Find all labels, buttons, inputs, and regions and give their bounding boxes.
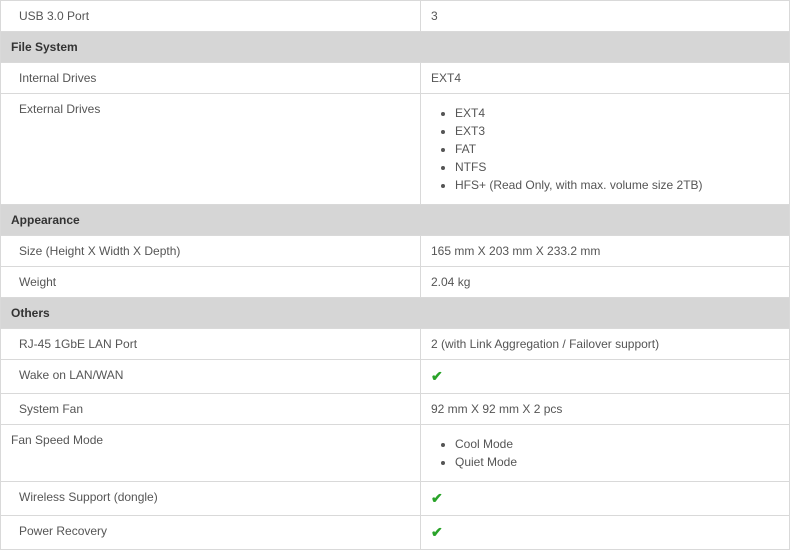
check-icon: ✔	[431, 524, 443, 540]
list-item: EXT4	[455, 106, 779, 120]
spec-label: Size (Height X Width X Depth)	[1, 236, 421, 267]
section-title: File System	[1, 32, 790, 63]
section-header-row: File System	[1, 32, 790, 63]
list-item: Quiet Mode	[455, 455, 779, 469]
spec-label: System Fan	[1, 394, 421, 425]
spec-value: 3	[421, 1, 790, 32]
section-title: Appearance	[1, 205, 790, 236]
list-item: FAT	[455, 142, 779, 156]
spec-value: Cool Mode Quiet Mode	[421, 425, 790, 482]
spec-value: ✔	[421, 360, 790, 394]
spec-value: EXT4 EXT3 FAT NTFS HFS+ (Read Only, with max…	[421, 94, 790, 205]
table-row: Wake on LAN/WAN ✔	[1, 360, 790, 394]
spec-label: Wireless Support (dongle)	[1, 482, 421, 516]
table-row: Fan Speed Mode Cool Mode Quiet Mode	[1, 425, 790, 482]
list-item: EXT3	[455, 124, 779, 138]
table-row: System Fan92 mm X 92 mm X 2 pcs	[1, 394, 790, 425]
spec-label: USB 3.0 Port	[1, 1, 421, 32]
spec-value: EXT4	[421, 63, 790, 94]
list-item: HFS+ (Read Only, with max. volume size 2…	[455, 178, 779, 192]
list-item: NTFS	[455, 160, 779, 174]
spec-value: 2 (with Link Aggregation / Failover supp…	[421, 329, 790, 360]
section-header-row: Appearance	[1, 205, 790, 236]
spec-label: Internal Drives	[1, 63, 421, 94]
spec-label: Weight	[1, 267, 421, 298]
spec-label: External Drives	[1, 94, 421, 205]
table-row: Internal DrivesEXT4	[1, 63, 790, 94]
section-title: Others	[1, 298, 790, 329]
spec-value-list: EXT4 EXT3 FAT NTFS HFS+ (Read Only, with max…	[431, 106, 779, 192]
spec-value: ✔	[421, 516, 790, 550]
spec-label: Fan Speed Mode	[1, 425, 421, 482]
spec-value: ✔	[421, 482, 790, 516]
table-row: Size (Height X Width X Depth)165 mm X 20…	[1, 236, 790, 267]
spec-value: 92 mm X 92 mm X 2 pcs	[421, 394, 790, 425]
check-icon: ✔	[431, 490, 443, 506]
table-row: USB 3.0 Port3	[1, 1, 790, 32]
spec-table-body: USB 3.0 Port3File SystemInternal DrivesE…	[1, 1, 790, 550]
table-row: RJ-45 1GbE LAN Port2 (with Link Aggregat…	[1, 329, 790, 360]
spec-value-list: Cool Mode Quiet Mode	[431, 437, 779, 469]
spec-table: USB 3.0 Port3File SystemInternal DrivesE…	[0, 0, 790, 550]
spec-label: Wake on LAN/WAN	[1, 360, 421, 394]
section-header-row: Others	[1, 298, 790, 329]
spec-label: Power Recovery	[1, 516, 421, 550]
spec-value: 165 mm X 203 mm X 233.2 mm	[421, 236, 790, 267]
spec-value: 2.04 kg	[421, 267, 790, 298]
table-row: Weight2.04 kg	[1, 267, 790, 298]
table-row: External Drives EXT4 EXT3 FAT NTFS HFS+ (Read…	[1, 94, 790, 205]
spec-label: RJ-45 1GbE LAN Port	[1, 329, 421, 360]
table-row: Wireless Support (dongle) ✔	[1, 482, 790, 516]
table-row: Power Recovery ✔	[1, 516, 790, 550]
check-icon: ✔	[431, 368, 443, 384]
list-item: Cool Mode	[455, 437, 779, 451]
